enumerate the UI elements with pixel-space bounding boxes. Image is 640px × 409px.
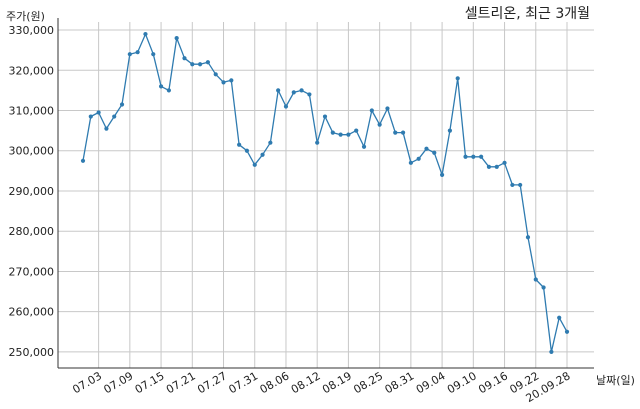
data-point	[182, 56, 187, 61]
data-point	[158, 84, 164, 89]
y-tick-label: 290,000	[9, 185, 55, 198]
data-point	[252, 162, 257, 167]
y-tick-label: 250,000	[9, 346, 55, 359]
data-point	[307, 92, 312, 97]
chart-title: 셀트리온, 최근 3개월	[465, 6, 590, 22]
x-tick-label: 08.12	[289, 369, 323, 396]
x-tick-label: 07.27	[195, 369, 229, 396]
grid	[58, 22, 594, 368]
data-point	[127, 52, 132, 57]
data-point	[400, 130, 406, 135]
x-tick-label: 07.21	[164, 369, 198, 396]
x-axis-label: 날짜(일)	[596, 373, 635, 387]
data-point	[361, 144, 367, 149]
y-tick-label: 280,000	[9, 225, 55, 238]
data-point	[439, 172, 445, 177]
data-point	[377, 122, 382, 127]
data-point	[557, 315, 562, 320]
data-point	[479, 154, 484, 159]
data-point	[502, 160, 507, 165]
data-point	[197, 62, 203, 67]
data-point	[112, 114, 117, 119]
data-point	[494, 164, 499, 169]
x-tick-label: 08.06	[258, 369, 292, 396]
x-tick-label: 07.15	[133, 369, 167, 396]
data-point	[338, 132, 343, 137]
y-tick-label: 320,000	[9, 64, 55, 77]
data-point	[330, 130, 335, 135]
data-point	[104, 126, 109, 131]
data-point	[260, 152, 265, 157]
data-point	[268, 140, 273, 145]
y-tick-labels: 250,000 260,000 270,000 280,000 290,000 300,0…	[9, 24, 55, 359]
x-tick-label: 07.03	[70, 369, 104, 396]
data-point	[299, 88, 304, 93]
y-tick-label: 270,000	[9, 265, 55, 278]
data-point	[166, 88, 171, 93]
data-point	[463, 154, 468, 159]
x-tick-label: 09.04	[414, 369, 448, 396]
data-point	[205, 60, 211, 65]
data-point	[385, 106, 390, 111]
data-point	[432, 150, 437, 155]
series-line	[82, 33, 568, 353]
x-tick-label: 08.19	[320, 369, 354, 396]
data-point	[346, 132, 351, 137]
x-tick-label: 09.10	[445, 369, 479, 396]
data-point	[424, 146, 429, 151]
y-tick-label: 300,000	[9, 145, 55, 158]
data-point	[96, 110, 101, 115]
data-point	[143, 31, 148, 37]
data-point	[408, 160, 413, 165]
data-point	[151, 52, 156, 57]
data-point	[291, 90, 296, 95]
data-point	[119, 102, 125, 107]
x-tick-label: 09.16	[476, 369, 510, 396]
data-point	[549, 349, 554, 355]
data-point	[80, 158, 86, 163]
data-point	[315, 140, 320, 145]
data-point	[354, 128, 359, 133]
data-point	[190, 62, 195, 67]
y-tick-label: 310,000	[9, 105, 55, 118]
axes	[57, 18, 594, 369]
x-tick-label: 07.09	[102, 369, 136, 396]
data-point	[525, 235, 531, 240]
data-point	[416, 156, 421, 161]
data-point	[533, 277, 538, 282]
y-tick-label: 330,000	[9, 24, 55, 37]
data-point	[135, 50, 140, 55]
data-point	[244, 148, 250, 153]
y-axis-label: 주가(원)	[6, 10, 45, 23]
y-tick-label: 260,000	[9, 306, 55, 319]
data-point	[518, 182, 523, 188]
data-point	[447, 128, 453, 133]
price-series	[80, 31, 570, 355]
data-point	[564, 329, 570, 334]
x-tick-labels: 07.0307.0907.1507.2107.2707.3108.0608.12…	[70, 369, 572, 405]
x-tick-label: 07.31	[226, 369, 260, 396]
data-point	[393, 130, 398, 135]
data-point	[510, 182, 515, 188]
data-point	[455, 76, 460, 81]
x-tick-label: 08.31	[383, 369, 417, 396]
data-point	[221, 80, 226, 85]
data-point	[213, 72, 218, 77]
data-point	[471, 154, 476, 159]
data-point	[237, 142, 242, 147]
data-point	[486, 164, 492, 169]
data-point	[276, 88, 281, 93]
data-point	[322, 114, 328, 119]
data-point	[229, 78, 234, 83]
data-point	[369, 108, 374, 113]
data-point	[541, 285, 546, 290]
data-point	[174, 35, 179, 41]
data-point	[88, 114, 93, 119]
x-tick-label: 08.25	[351, 369, 385, 396]
data-point	[283, 104, 289, 109]
